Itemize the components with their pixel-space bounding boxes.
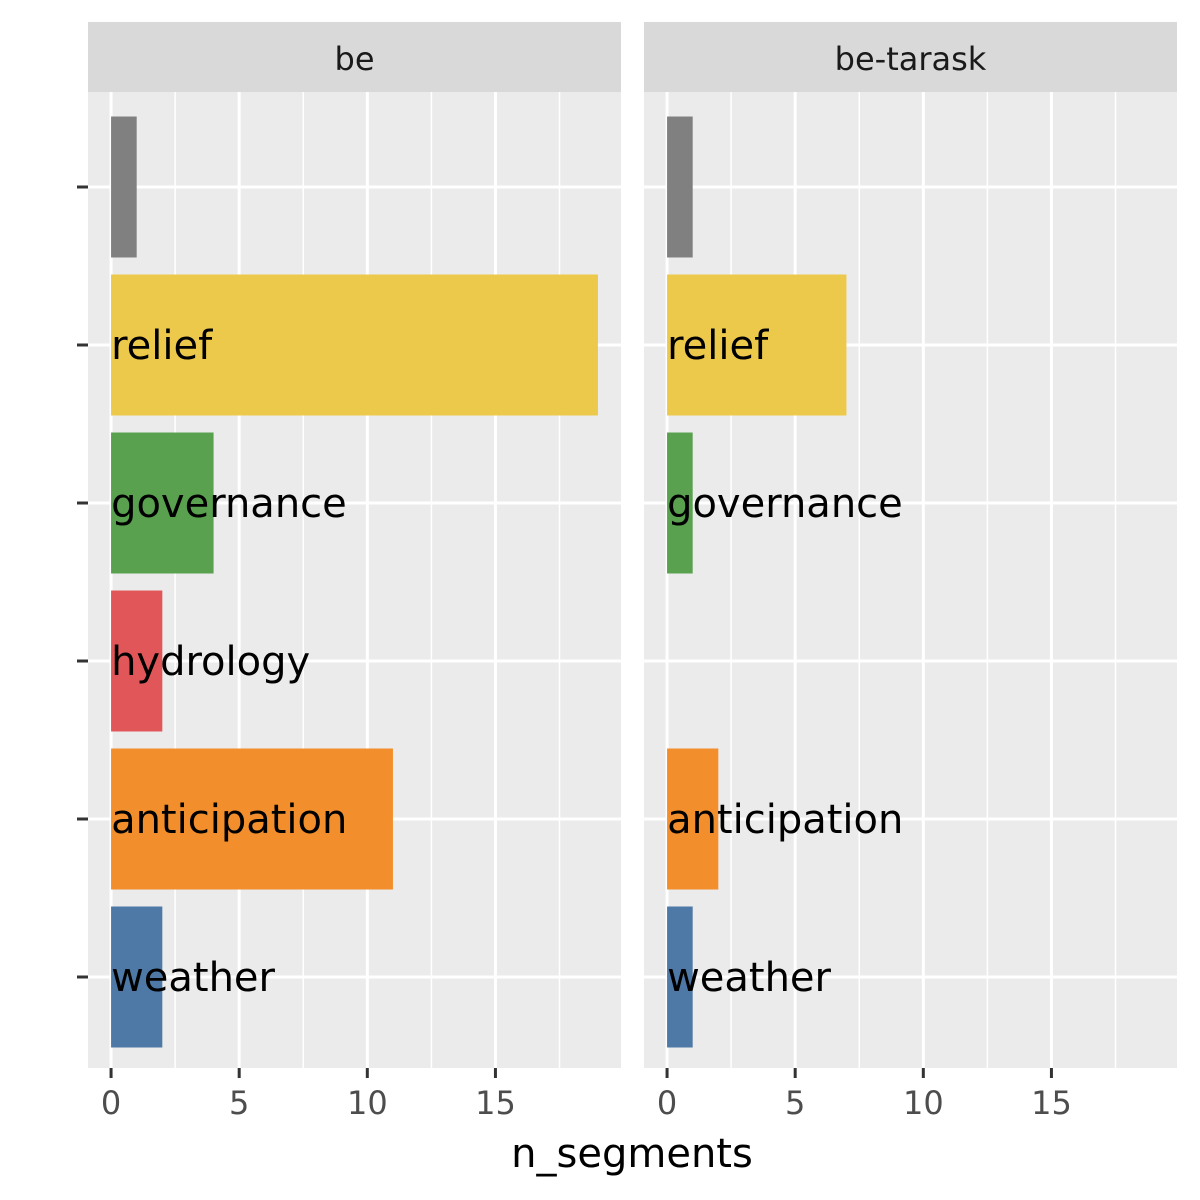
bar	[111, 116, 137, 258]
bar	[111, 590, 163, 732]
bar-label: weather	[667, 955, 831, 1001]
bar-label: relief	[111, 323, 213, 369]
x-tick-label: 15	[1031, 1084, 1072, 1122]
x-tick-label: 5	[229, 1084, 249, 1122]
bar	[111, 274, 598, 416]
facet-strip-label: be	[335, 40, 375, 78]
bar	[667, 432, 693, 574]
facet-strip	[644, 22, 1177, 92]
x-axis-title: n_segments	[511, 1131, 753, 1177]
facet-strip-label: be-tarask	[835, 40, 987, 78]
facet-strip	[88, 22, 621, 92]
x-tick-label: 10	[347, 1084, 388, 1122]
bar-label: anticipation	[111, 797, 347, 843]
x-tick-label: 15	[475, 1084, 516, 1122]
bar	[667, 906, 693, 1048]
panel-background	[88, 92, 621, 1068]
bar-label: anticipation	[667, 797, 903, 843]
bar	[667, 748, 719, 890]
x-tick-label: 10	[903, 1084, 944, 1122]
bar-label: hydrology	[111, 639, 310, 685]
bar	[111, 432, 214, 574]
panel-background	[644, 92, 1177, 1068]
bar-label: governance	[111, 481, 347, 527]
x-tick-label: 5	[785, 1084, 805, 1122]
bar-label: governance	[667, 481, 903, 527]
x-tick-label: 0	[657, 1084, 677, 1122]
bar	[111, 748, 393, 890]
bar-label: relief	[667, 323, 769, 369]
bar	[667, 274, 847, 416]
bar	[111, 906, 163, 1048]
bar-label: weather	[111, 955, 275, 1001]
x-tick-label: 0	[101, 1084, 121, 1122]
bar	[667, 116, 693, 258]
